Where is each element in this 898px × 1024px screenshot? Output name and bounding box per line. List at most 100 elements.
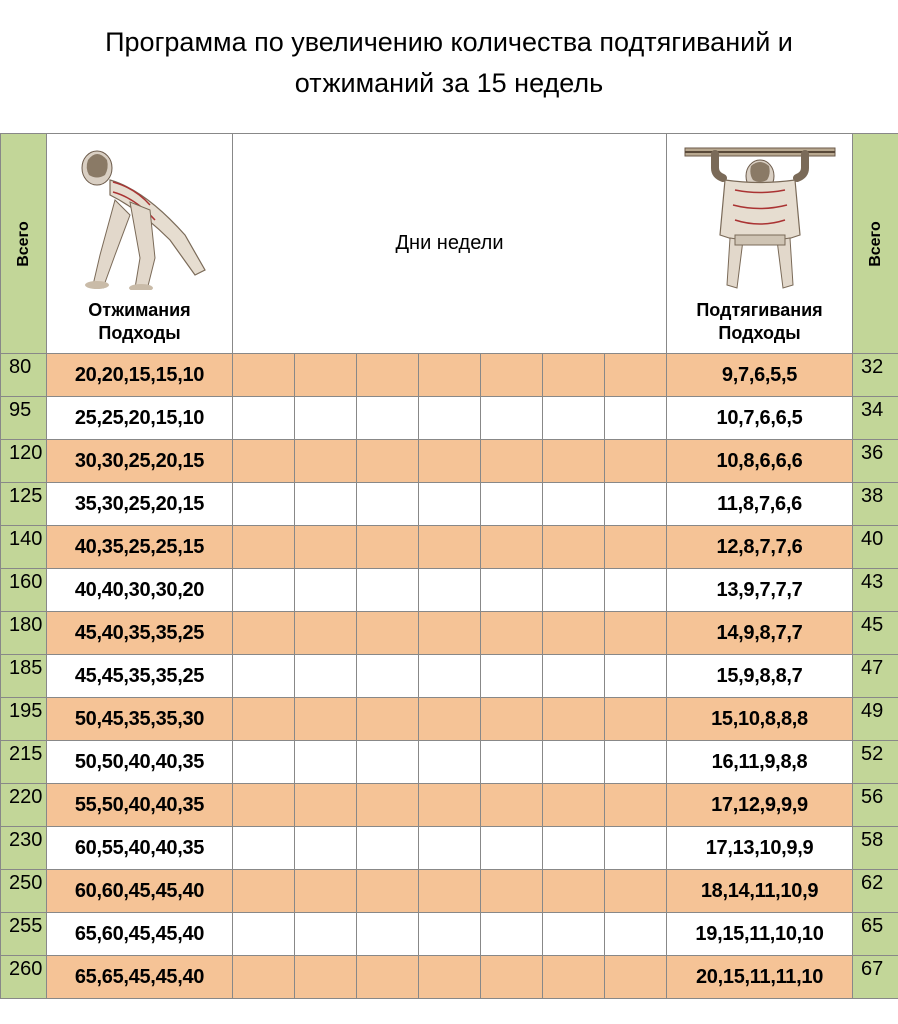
- pull-sets: 19,15,11,10,10: [667, 913, 853, 956]
- day-cell: [419, 913, 481, 955]
- pullups-header: Подтягивания Подходы: [667, 134, 853, 354]
- day-cell: [481, 612, 543, 654]
- push-total: 125: [1, 483, 47, 526]
- day-cell: [543, 569, 605, 611]
- day-cell: [295, 440, 357, 482]
- pull-total: 38: [853, 483, 898, 526]
- day-cell: [233, 870, 295, 912]
- push-sets: 25,25,20,15,10: [47, 397, 233, 440]
- days-cells: [233, 827, 667, 870]
- day-cell: [295, 784, 357, 826]
- table-row: 18545,45,35,35,2515,9,8,8,747: [1, 655, 898, 698]
- day-cell: [233, 956, 295, 998]
- day-cell: [481, 741, 543, 783]
- day-cell: [605, 483, 666, 525]
- day-cell: [233, 655, 295, 697]
- day-cell: [543, 698, 605, 740]
- day-cell: [233, 354, 295, 396]
- pull-sets: 10,7,6,6,5: [667, 397, 853, 440]
- pull-total: 49: [853, 698, 898, 741]
- day-cell: [233, 526, 295, 568]
- day-cell: [481, 655, 543, 697]
- day-cell: [543, 526, 605, 568]
- days-cells: [233, 526, 667, 569]
- day-cell: [419, 655, 481, 697]
- day-cell: [233, 827, 295, 869]
- day-cell: [233, 741, 295, 783]
- pull-total: 67: [853, 956, 898, 999]
- push-sets: 40,35,25,25,15: [47, 526, 233, 569]
- push-total: 230: [1, 827, 47, 870]
- day-cell: [233, 569, 295, 611]
- pull-sets: 11,8,7,6,6: [667, 483, 853, 526]
- day-cell: [419, 827, 481, 869]
- day-cell: [481, 784, 543, 826]
- day-cell: [357, 440, 419, 482]
- push-sets: 30,30,25,20,15: [47, 440, 233, 483]
- push-sets: 40,40,30,30,20: [47, 569, 233, 612]
- day-cell: [481, 913, 543, 955]
- pull-sets: 18,14,11,10,9: [667, 870, 853, 913]
- day-cell: [543, 870, 605, 912]
- push-sets: 55,50,40,40,35: [47, 784, 233, 827]
- days-cells: [233, 913, 667, 956]
- pull-sets: 15,9,8,8,7: [667, 655, 853, 698]
- day-cell: [295, 741, 357, 783]
- day-cell: [419, 354, 481, 396]
- day-cell: [357, 397, 419, 439]
- day-cell: [295, 526, 357, 568]
- day-cell: [481, 956, 543, 998]
- day-cell: [481, 354, 543, 396]
- push-total: 140: [1, 526, 47, 569]
- day-cell: [543, 655, 605, 697]
- pull-total: 62: [853, 870, 898, 913]
- day-cell: [543, 741, 605, 783]
- pull-sets: 10,8,6,6,6: [667, 440, 853, 483]
- pushup-figure-icon: [47, 135, 232, 295]
- day-cell: [295, 655, 357, 697]
- table-row: 14040,35,25,25,1512,8,7,7,640: [1, 526, 898, 569]
- pull-sets: 20,15,11,11,10: [667, 956, 853, 999]
- pull-total: 40: [853, 526, 898, 569]
- day-cell: [419, 741, 481, 783]
- days-cells: [233, 870, 667, 913]
- push-total: 215: [1, 741, 47, 784]
- push-sets: 45,40,35,35,25: [47, 612, 233, 655]
- days-header: Дни недели: [233, 134, 667, 354]
- push-total: 185: [1, 655, 47, 698]
- day-cell: [481, 440, 543, 482]
- pull-sets: 16,11,9,8,8: [667, 741, 853, 784]
- day-cell: [481, 870, 543, 912]
- day-cell: [543, 483, 605, 525]
- day-cell: [543, 354, 605, 396]
- day-cell: [419, 440, 481, 482]
- page-title: Программа по увеличению количества подтя…: [0, 0, 898, 133]
- day-cell: [419, 397, 481, 439]
- day-cell: [419, 870, 481, 912]
- push-sets: 65,65,45,45,40: [47, 956, 233, 999]
- push-total: 255: [1, 913, 47, 956]
- push-total: 80: [1, 354, 47, 397]
- table-row: 12535,30,25,20,1511,8,7,6,638: [1, 483, 898, 526]
- day-cell: [357, 698, 419, 740]
- pull-total: 52: [853, 741, 898, 784]
- day-cell: [605, 698, 666, 740]
- day-cell: [543, 913, 605, 955]
- pullups-name: Подтягивания: [696, 300, 822, 320]
- day-cell: [605, 354, 666, 396]
- day-cell: [605, 569, 666, 611]
- day-cell: [357, 913, 419, 955]
- day-cell: [419, 784, 481, 826]
- pushups-total-header: Всего: [1, 134, 47, 354]
- day-cell: [419, 569, 481, 611]
- day-cell: [357, 526, 419, 568]
- day-cell: [233, 440, 295, 482]
- table-row: 8020,20,15,15,109,7,6,5,532: [1, 354, 898, 397]
- pullup-figure-icon: [667, 135, 852, 295]
- push-sets: 60,60,45,45,40: [47, 870, 233, 913]
- day-cell: [357, 827, 419, 869]
- table-row: 25060,60,45,45,40 18,14,11,10,962: [1, 870, 898, 913]
- day-cell: [543, 784, 605, 826]
- table-row: 19550,45,35,35,3015,10,8,8,849: [1, 698, 898, 741]
- push-total: 250: [1, 870, 47, 913]
